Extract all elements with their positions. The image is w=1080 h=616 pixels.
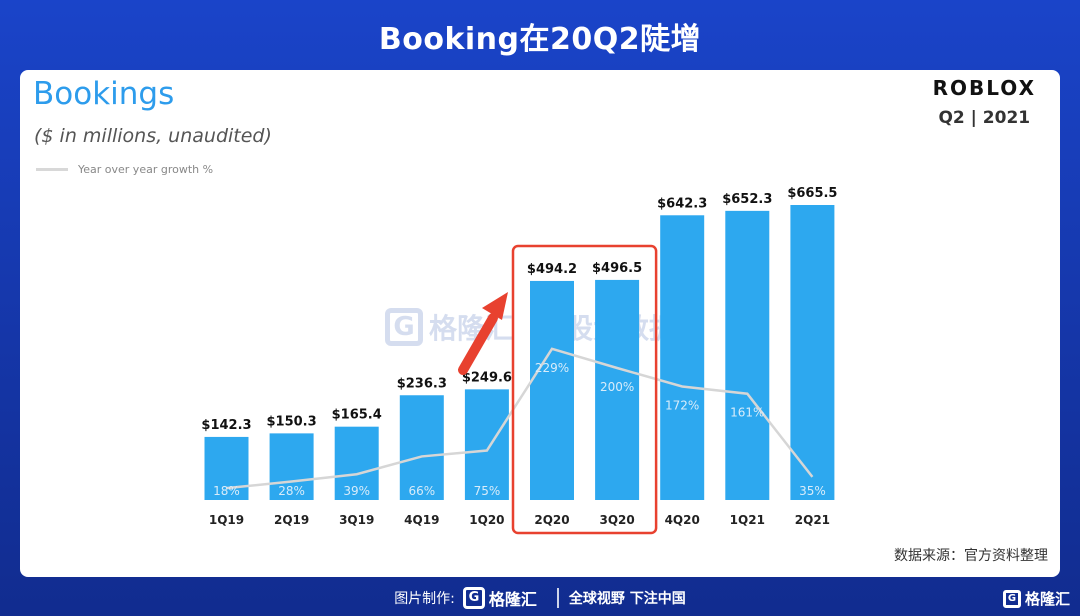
bar-value-label-3Q19: $165.4 xyxy=(332,408,382,423)
brand-block: ROBLOX Q2 | 2021 xyxy=(933,76,1036,128)
growth-label-4Q19: 66% xyxy=(408,484,435,498)
footer: 图片制作: G 格隆汇 全球视野 下注中国 xyxy=(0,579,1080,616)
footer-made-by: 图片制作: xyxy=(394,590,455,607)
watermark-logo-icon: G xyxy=(385,308,423,346)
highlight-box xyxy=(511,244,658,535)
footer-slogan: 全球视野 下注中国 xyxy=(568,590,686,607)
growth-label-1Q19: 18% xyxy=(213,484,240,498)
corner-logo: G 格隆汇 xyxy=(1002,588,1070,609)
x-tick-label-4Q20: 4Q20 xyxy=(665,513,700,527)
bar-value-label-4Q20: $642.3 xyxy=(657,196,707,211)
brand-period: Q2 | 2021 xyxy=(938,108,1031,128)
bar-4Q19 xyxy=(399,395,444,500)
bar-value-label-1Q20: $249.6 xyxy=(462,370,512,385)
x-tick-label-2Q19: 2Q19 xyxy=(274,513,309,527)
bar-3Q19 xyxy=(334,426,379,500)
x-tick-label-2Q20: 2Q20 xyxy=(534,513,569,527)
growth-label-4Q20: 172% xyxy=(665,398,699,412)
bar-1Q20 xyxy=(464,389,509,500)
growth-label-1Q21: 161% xyxy=(730,406,764,420)
legend-line-swatch xyxy=(36,168,68,171)
growth-label-3Q19: 39% xyxy=(343,484,370,498)
bar-value-label-4Q19: $236.3 xyxy=(397,376,447,391)
growth-line xyxy=(226,347,814,490)
roblox-logo: ROBLOX xyxy=(932,76,1036,100)
chart-title: Bookings xyxy=(33,76,175,112)
footer-divider xyxy=(556,587,559,608)
x-tick-label-3Q20: 3Q20 xyxy=(599,513,634,527)
x-tick-label-4Q19: 4Q19 xyxy=(404,513,439,527)
bar-value-label-1Q19: $142.3 xyxy=(201,418,251,433)
arrow-shaft xyxy=(458,313,498,375)
bar-value-label-2Q19: $150.3 xyxy=(267,414,317,429)
footer-brand: 格隆汇 xyxy=(488,589,537,609)
bookings-chart: $142.3 1Q19 $150.3 2Q19 $165.4 3Q19 $236.3 4Q19… xyxy=(201,186,837,535)
source-note: 数据来源：官方资料整理 xyxy=(894,548,1048,564)
bar-value-label-3Q20: $496.5 xyxy=(592,261,642,276)
x-tick-label-1Q21: 1Q21 xyxy=(730,513,765,527)
corner-logo-icon: G xyxy=(1002,589,1021,608)
arrow-head xyxy=(482,292,508,320)
bar-4Q20 xyxy=(660,215,705,500)
bar-value-label-1Q21: $652.3 xyxy=(722,192,772,207)
chart-card: Bookings ($ in millions, unaudited) Year… xyxy=(20,70,1060,577)
page-title: Booking在20Q2陡增 xyxy=(378,22,702,57)
x-tick-label-2Q21: 2Q21 xyxy=(795,513,830,527)
x-tick-label-1Q19: 1Q19 xyxy=(209,513,244,527)
chart-subtitle: ($ in millions, unaudited) xyxy=(34,125,272,147)
growth-label-2Q19: 28% xyxy=(278,484,305,498)
footer-logo-icon: G xyxy=(462,586,485,609)
bar-3Q20 xyxy=(595,279,640,500)
legend-label: Year over year growth % xyxy=(78,163,214,176)
footer-logo: G 格隆汇 xyxy=(462,586,537,610)
bar-value-label-2Q20: $494.2 xyxy=(527,262,577,277)
bar-1Q21 xyxy=(725,210,770,500)
x-tick-label-1Q20: 1Q20 xyxy=(469,513,504,527)
x-tick-label-3Q19: 3Q19 xyxy=(339,513,374,527)
bar-1Q19 xyxy=(204,436,249,500)
growth-label-2Q21: 35% xyxy=(799,484,826,498)
corner-brand: 格隆汇 xyxy=(1024,590,1070,608)
bar-2Q19 xyxy=(269,433,314,500)
growth-label-1Q20: 75% xyxy=(474,484,501,498)
growth-label-3Q20: 200% xyxy=(600,380,634,394)
bar-2Q21 xyxy=(790,205,835,500)
bar-2Q20 xyxy=(530,280,574,500)
growth-label-2Q20: 229% xyxy=(535,361,569,375)
bar-value-label-2Q21: $665.5 xyxy=(787,186,837,201)
legend: Year over year growth % xyxy=(36,163,213,176)
